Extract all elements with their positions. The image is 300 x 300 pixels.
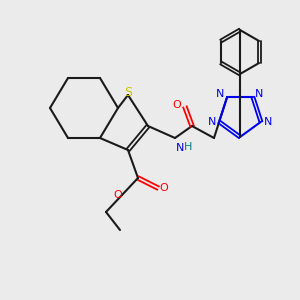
Text: O: O xyxy=(160,183,168,193)
Text: N: N xyxy=(264,117,272,127)
Text: S: S xyxy=(124,86,132,100)
Text: N: N xyxy=(176,143,184,153)
Text: N: N xyxy=(208,117,216,127)
Text: O: O xyxy=(114,190,122,200)
Text: N: N xyxy=(255,89,263,99)
Text: N: N xyxy=(216,89,224,99)
Text: O: O xyxy=(172,100,182,110)
Text: H: H xyxy=(184,142,192,152)
